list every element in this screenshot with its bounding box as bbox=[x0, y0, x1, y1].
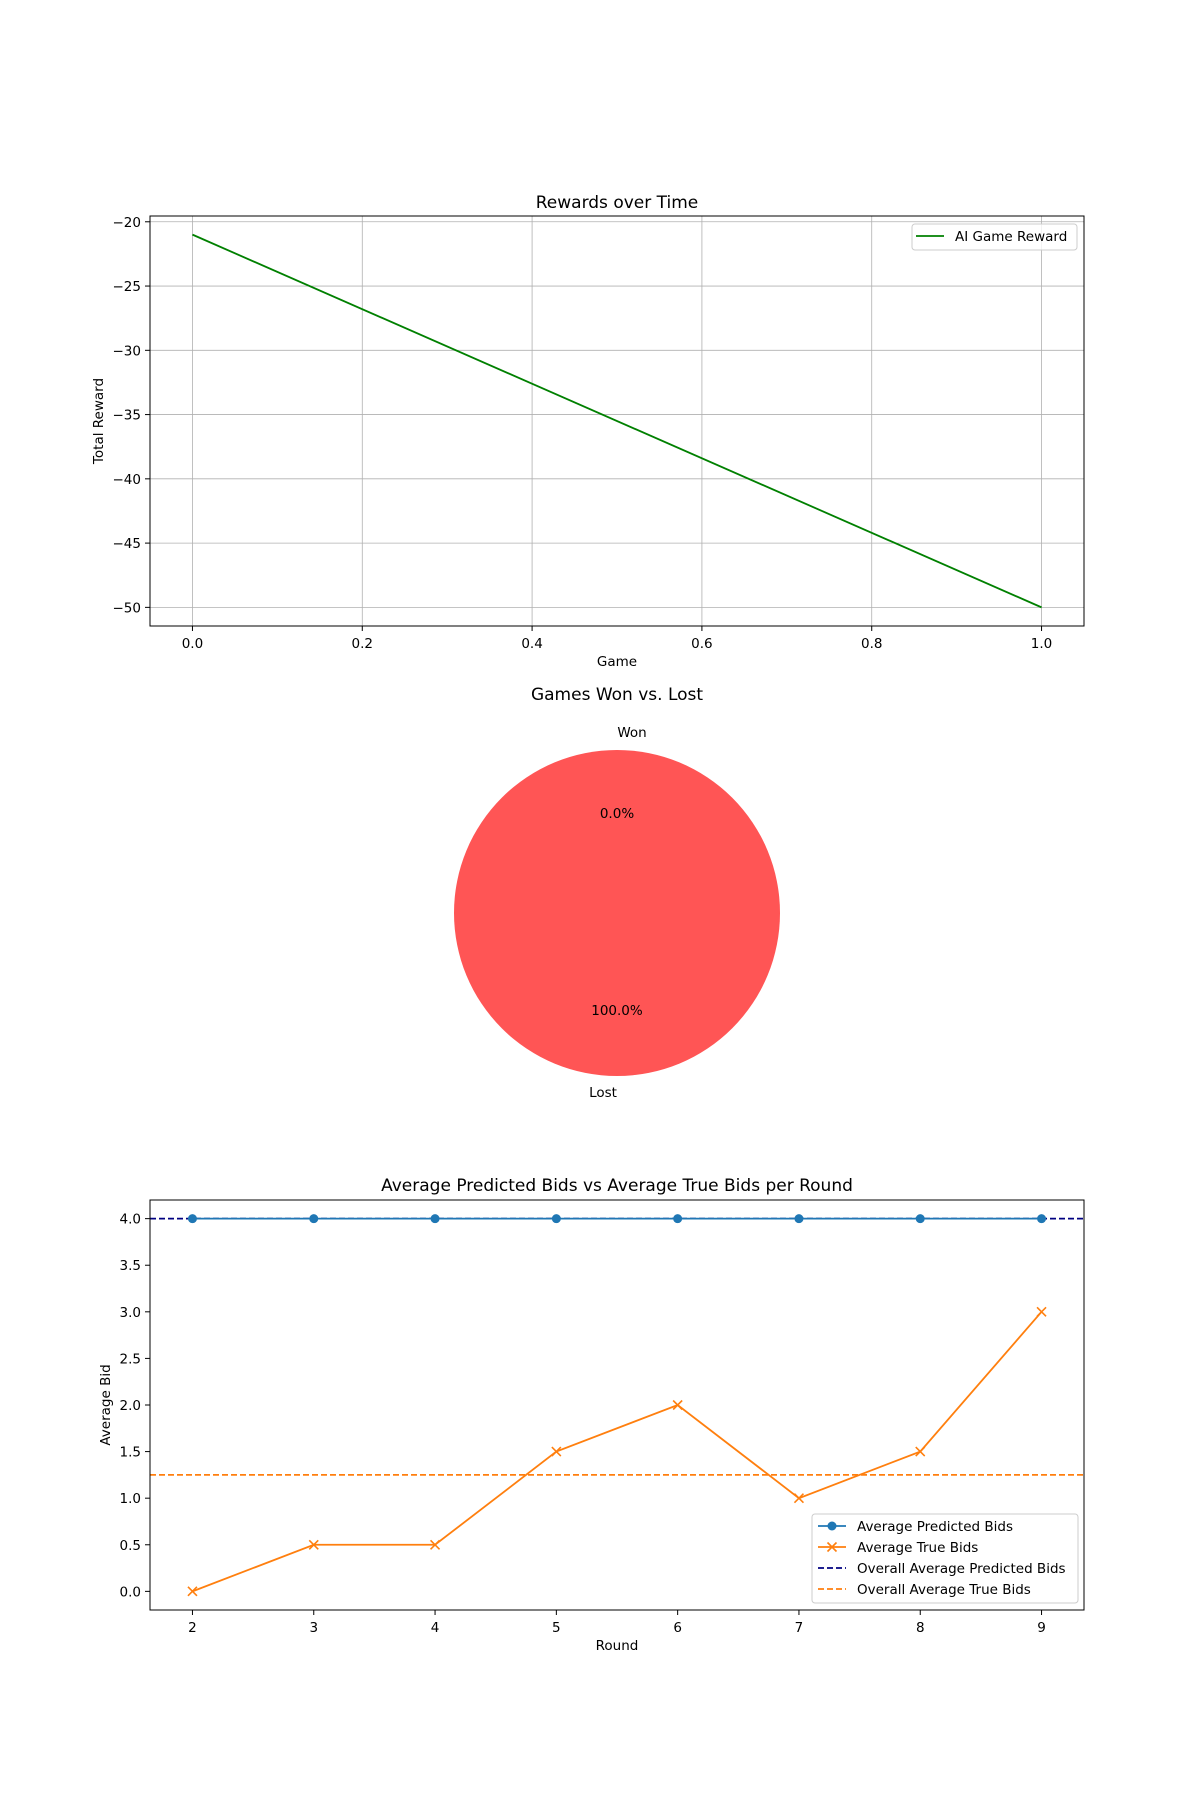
chart3-ylabel: Average Bid bbox=[98, 1364, 114, 1445]
chart1-ytick-label-3: −35 bbox=[113, 408, 142, 424]
chart3-ytick-label-3: 1.5 bbox=[120, 1445, 141, 1461]
chart3-legend-box bbox=[811, 1513, 1079, 1604]
chart1-axes-frame bbox=[149, 215, 1085, 627]
chart3-series-1-point-3 bbox=[551, 1446, 562, 1457]
chart1-ytick-label-0: −50 bbox=[113, 600, 142, 616]
chart3-legend-label-true: Average True Bids bbox=[857, 1540, 978, 1556]
chart3-ytick-label-1: 0.5 bbox=[120, 1538, 141, 1554]
chart3-legend-marker-true bbox=[826, 1541, 838, 1553]
chart1-ytick-label-6: −20 bbox=[113, 215, 142, 231]
chart3-legend-label-overall-true: Overall Average True Bids bbox=[857, 1582, 1031, 1598]
chart2-title: Games Won vs. Lost bbox=[531, 685, 703, 705]
chart3-x-axis: 2 3 4 5 6 7 8 9 bbox=[188, 1610, 1046, 1636]
chart1-x-axis: 0.0 0.2 0.4 0.6 0.8 1.0 bbox=[182, 626, 1052, 652]
chart1-y-axis: −50 −45 −40 −35 −30 −25 −20 bbox=[113, 215, 150, 616]
chart3-series-1-point-0 bbox=[187, 1586, 198, 1597]
chart3-series-0-point-3 bbox=[551, 1214, 561, 1224]
chart3-legend: Average Predicted Bids Average True Bids… bbox=[811, 1513, 1079, 1604]
chart1-legend-label-ai-game-reward: AI Game Reward bbox=[955, 229, 1067, 245]
chart3-xtick-label-0: 2 bbox=[188, 1620, 197, 1636]
chart1-xtick-label-0: 0.0 bbox=[182, 636, 203, 652]
chart3-series-0-point-7 bbox=[1037, 1214, 1047, 1224]
chart3-ytick-label-6: 3.0 bbox=[120, 1305, 141, 1321]
chart1-ylabel: Total Reward bbox=[91, 378, 107, 465]
chart1-legend-box bbox=[911, 223, 1078, 251]
chart1-xtick-label-4: 0.8 bbox=[861, 636, 882, 652]
chart1-ytick-label-2: −40 bbox=[113, 472, 142, 488]
chart3-legend-label-predicted: Average Predicted Bids bbox=[857, 1519, 1013, 1535]
chart1-xtick-label-5: 1.0 bbox=[1031, 636, 1052, 652]
chart1-xtick-label-3: 0.6 bbox=[691, 636, 712, 652]
chart3-series-0-point-0 bbox=[187, 1214, 197, 1224]
pie-label-won: Won bbox=[617, 725, 646, 741]
chart3-series-0-point-4 bbox=[673, 1214, 683, 1224]
chart3-series-layer bbox=[187, 1214, 1047, 1597]
chart3-ytick-label-2: 1.0 bbox=[120, 1491, 141, 1507]
pie-slice-lost bbox=[454, 750, 780, 1076]
chart3-ytick-label-8: 4.0 bbox=[120, 1212, 141, 1228]
rewards-over-time-chart: Rewards over Time 0.0 0.2 0.4 0.6 0.8 1.0 −50… bbox=[91, 193, 1085, 670]
chart3-title: Average Predicted Bids vs Average True B… bbox=[381, 1176, 853, 1196]
chart1-ytick-label-4: −30 bbox=[113, 343, 142, 359]
pie-pct-won: 0.0% bbox=[600, 806, 634, 822]
average-bids-chart: Average Predicted Bids vs Average True B… bbox=[98, 1176, 1085, 1654]
chart3-legend-marker-predicted bbox=[827, 1521, 837, 1531]
chart1-legend: AI Game Reward bbox=[911, 223, 1078, 251]
chart3-xtick-label-4: 6 bbox=[673, 1620, 682, 1636]
chart3-series-0-point-6 bbox=[915, 1214, 925, 1224]
games-won-vs-lost-chart: Games Won vs. Lost Won 0.0% 100.0% Lost bbox=[454, 685, 780, 1101]
chart3-series-1-point-6 bbox=[915, 1446, 926, 1457]
chart1-grid bbox=[150, 216, 1084, 626]
chart3-xtick-label-3: 5 bbox=[552, 1620, 561, 1636]
chart3-series-0-point-1 bbox=[309, 1214, 319, 1224]
chart3-series-1-point-4 bbox=[672, 1399, 683, 1411]
chart1-series-line-0 bbox=[192, 233, 1042, 609]
chart3-xtick-label-1: 3 bbox=[309, 1620, 318, 1636]
chart3-xlabel: Round bbox=[596, 1638, 639, 1654]
chart1-title: Rewards over Time bbox=[536, 193, 699, 213]
chart1-xlabel: Game bbox=[597, 654, 637, 670]
chart1-ytick-label-5: −25 bbox=[113, 279, 142, 295]
chart1-ytick-label-1: −45 bbox=[113, 536, 142, 552]
chart3-xtick-label-6: 8 bbox=[916, 1620, 925, 1636]
pie-pct-lost: 100.0% bbox=[591, 1003, 643, 1019]
chart3-ytick-label-5: 2.5 bbox=[120, 1351, 141, 1367]
chart3-legend-label-overall-predicted: Overall Average Predicted Bids bbox=[857, 1561, 1066, 1577]
chart3-series-line-1 bbox=[192, 1311, 1043, 1593]
pie-label-lost: Lost bbox=[589, 1085, 617, 1101]
chart3-series-1-point-7 bbox=[1036, 1306, 1047, 1317]
chart3-y-axis: 0.0 0.5 1.0 1.5 2.0 2.5 3.0 3.5 4.0 bbox=[120, 1212, 150, 1600]
chart3-xtick-label-2: 4 bbox=[431, 1620, 440, 1636]
chart3-xtick-label-7: 9 bbox=[1037, 1620, 1046, 1636]
chart3-ytick-label-0: 0.0 bbox=[120, 1584, 141, 1600]
chart3-series-1-point-2 bbox=[429, 1539, 441, 1550]
chart3-series-1-point-1 bbox=[308, 1539, 319, 1550]
chart3-series-0-point-2 bbox=[430, 1214, 440, 1224]
chart1-xtick-label-2: 0.4 bbox=[521, 636, 542, 652]
chart3-series-1-point-5 bbox=[793, 1493, 805, 1504]
chart2-slices bbox=[454, 750, 780, 1076]
chart3-ytick-label-4: 2.0 bbox=[120, 1398, 141, 1414]
chart1-series-layer bbox=[192, 233, 1042, 609]
chart3-ytick-label-7: 3.5 bbox=[120, 1258, 141, 1274]
chart3-xtick-label-5: 7 bbox=[795, 1620, 804, 1636]
chart3-series-0-point-5 bbox=[794, 1214, 804, 1224]
chart1-xtick-label-1: 0.2 bbox=[352, 636, 373, 652]
